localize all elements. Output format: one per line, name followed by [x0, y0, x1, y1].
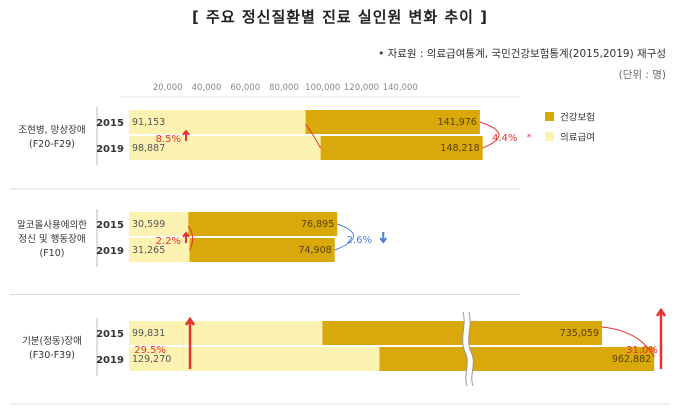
bar-health-insurance — [379, 347, 655, 371]
year-label: 2019 — [96, 144, 124, 155]
category-label: 정신 및 행동장애 — [18, 233, 85, 245]
value-label-medical-aid: 31,265 — [132, 245, 165, 256]
value-label-medical-aid: 129,270 — [132, 354, 171, 365]
bar-medical-aid — [129, 110, 306, 134]
year-label: 2015 — [96, 329, 124, 340]
chart-title: [ 주요 정신질환별 진료 실인원 변화 추이 ] — [191, 8, 489, 26]
bar-medical-aid — [129, 238, 190, 262]
axis-tick-label: 20,000 — [153, 83, 183, 93]
bar-health-insurance — [188, 212, 338, 236]
year-label: 2019 — [96, 355, 124, 366]
change-arrow — [379, 232, 388, 244]
value-label-health-insurance: 141,976 — [438, 117, 477, 128]
category-label: 조현병, 망상장애 — [18, 125, 85, 136]
axis-break-gap — [462, 311, 474, 387]
change-label-medical-aid: 8.5% — [156, 134, 181, 145]
axis-tick-label: 140,000 — [383, 83, 418, 93]
category-label: 알코올사용에의한 — [17, 220, 87, 231]
legend-label: 건강보험 — [560, 113, 595, 124]
category-label: 기분(정동)장애 — [22, 336, 82, 347]
value-label-medical-aid: 91,153 — [132, 117, 165, 128]
change-label-health-insurance: 31.0% — [626, 345, 658, 356]
bar-medical-aid — [129, 321, 323, 345]
unit-note: (단위 : 명) — [618, 69, 666, 81]
value-label-health-insurance: 76,895 — [301, 219, 334, 230]
value-label-health-insurance: 962,882 — [612, 354, 651, 365]
value-label-health-insurance: 74,908 — [298, 245, 331, 256]
change-marker: * — [527, 133, 532, 143]
change-label-health-insurance: 4.4% — [492, 133, 517, 144]
legend-swatch — [545, 112, 554, 121]
value-label-health-insurance: 735,059 — [560, 328, 599, 339]
change-connector — [601, 326, 655, 358]
change-connector — [479, 121, 500, 149]
change-arrow — [182, 129, 190, 141]
bar-medical-aid — [129, 347, 380, 371]
change-label-health-insurance: 2.6% — [347, 235, 372, 246]
axis-break-line — [462, 311, 468, 387]
category-label: (F10) — [40, 248, 65, 259]
axis-break-line — [468, 311, 474, 387]
value-label-medical-aid: 30,599 — [132, 219, 165, 230]
bar-health-insurance — [322, 321, 603, 345]
axis-tick-label: 100,000 — [305, 83, 340, 93]
category-label: (F30-F39) — [29, 350, 75, 361]
axis-tick-label: 40,000 — [192, 83, 222, 93]
change-label-medical-aid: 2.2% — [156, 236, 181, 247]
axis-tick-label: 120,000 — [344, 83, 379, 93]
year-label: 2015 — [96, 220, 124, 231]
year-label: 2019 — [96, 246, 124, 257]
value-label-health-insurance: 148,218 — [440, 143, 479, 154]
change-connector — [334, 223, 355, 251]
change-label-medical-aid: 29.5% — [134, 345, 166, 356]
legend-swatch — [545, 132, 554, 141]
value-label-medical-aid: 99,831 — [132, 328, 165, 339]
change-arrow — [655, 307, 667, 369]
source-note: • 자료원 : 의료급여통계, 국민건강보험통계(2015,2019) 재구성 — [378, 48, 666, 60]
change-arrow — [184, 316, 196, 369]
legend-label: 의료급여 — [560, 132, 595, 144]
axis-tick-label: 60,000 — [230, 83, 260, 93]
bar-health-insurance — [189, 238, 335, 262]
change-connector — [187, 225, 194, 251]
bar-medical-aid — [129, 212, 189, 236]
bar-health-insurance — [320, 136, 483, 160]
year-label: 2015 — [96, 118, 124, 129]
category-label: (F20-F29) — [29, 139, 75, 150]
bar-medical-aid — [129, 136, 321, 160]
change-connector — [305, 123, 322, 149]
value-label-medical-aid: 98,887 — [132, 143, 165, 154]
change-arrow — [182, 231, 190, 243]
axis-tick-label: 80,000 — [269, 83, 299, 93]
bar-health-insurance — [305, 110, 480, 134]
